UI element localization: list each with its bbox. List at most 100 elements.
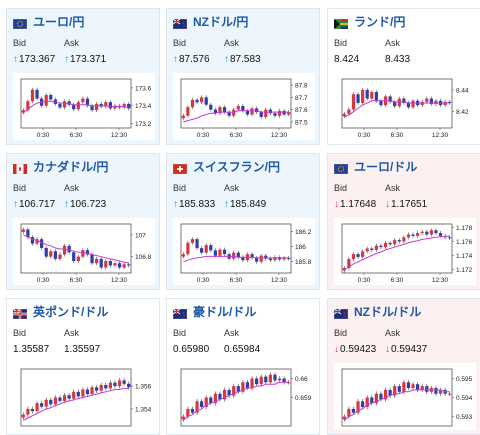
y-tick-label: 87.7 [295, 95, 308, 102]
candle-body [393, 101, 397, 107]
price-chart[interactable]: 107 106.8 0:30 6:30 12:30 [13, 218, 155, 285]
candle-body [127, 264, 131, 266]
candle-body [425, 98, 429, 102]
candle-body [448, 237, 452, 239]
candle-body [21, 229, 25, 232]
candle-body [361, 401, 365, 407]
currency-card: ユーロ/円 Bid Ask ↑173.367 ↑173.371 173.6 173… [6, 8, 160, 145]
moving-average-line [344, 235, 450, 270]
price-chart[interactable]: 87.8 87.7 87.6 87.5 0:30 6:30 12:30 [173, 73, 315, 140]
candle-body [388, 389, 392, 396]
currency-pair-link[interactable]: ユーロ/円 [33, 14, 85, 29]
candle-body [351, 254, 356, 259]
candle-body [213, 393, 217, 404]
y-tick-label: 0.593 [456, 414, 473, 421]
candle-body [434, 230, 438, 234]
candle-body [379, 245, 383, 248]
moving-average-line [344, 100, 450, 118]
currency-pair-link[interactable]: ユーロ/ドル [354, 159, 418, 174]
y-tick-label: 87.6 [295, 107, 308, 114]
plot-frame [341, 368, 453, 427]
candle-body [127, 103, 131, 109]
currency-pair-link[interactable]: 豪ドル/ドル [193, 304, 257, 319]
candle-body [49, 399, 53, 405]
candle-body [393, 386, 397, 396]
y-tick-label: 0.595 [456, 376, 473, 383]
bid-value: 8.424 [334, 54, 360, 65]
candle-body [122, 103, 126, 108]
candle-body [113, 382, 117, 387]
currency-pair-link[interactable]: NZドル/円 [193, 14, 249, 29]
currency-pair-link[interactable]: 英ポンド/ドル [33, 304, 109, 319]
candle-body [411, 234, 415, 236]
candle-body [30, 89, 35, 102]
candle-body [259, 376, 263, 385]
candle-body [259, 112, 263, 117]
candle-body [416, 384, 420, 390]
candle-body [30, 237, 35, 244]
trend-arrow-icon: ↑ [173, 199, 178, 210]
plot-frame [180, 223, 292, 274]
trend-arrow-icon: ↓ [334, 344, 339, 355]
currency-card: NZドル/円 Bid Ask ↑87.576 ↑87.583 87.8 87.7 8… [166, 8, 320, 145]
candle-body [282, 110, 286, 115]
bid-label: Bid [334, 38, 348, 48]
currency-card: ランド/円 Bid Ask 8.424 8.433 8.44 8.42 0:30 6:… [327, 8, 480, 145]
candle-body [195, 239, 199, 249]
y-tick-label: 186.2 [295, 229, 312, 236]
price-chart[interactable]: 173.6 173.4 173.2 0:30 6:30 12:30 [13, 73, 155, 140]
bid-label: Bid [173, 183, 187, 193]
nz-us-flag-icon [333, 306, 349, 320]
y-tick-label: 173.6 [135, 85, 152, 92]
candle-body [122, 264, 126, 268]
ask-label: Ask [385, 38, 401, 48]
candle-body [347, 259, 351, 269]
y-tick-label: 1.172 [456, 267, 473, 274]
x-tick-label: 0:30 [358, 277, 371, 284]
price-chart[interactable]: 1.178 1.176 1.174 1.172 0:30 6:30 12:30 [334, 218, 476, 285]
ask-value: ↓1.17651 [385, 199, 428, 210]
candle-body [277, 110, 282, 116]
candle-body [181, 254, 185, 257]
candle-body [213, 109, 217, 114]
price-chart[interactable]: 8.44 8.42 0:30 6:30 12:30 [334, 73, 476, 140]
price-chart[interactable]: 1.356 1.354 [13, 363, 155, 430]
candle-body [273, 113, 277, 116]
candle-body [287, 257, 291, 259]
bid-label: Bid [173, 328, 187, 338]
candle-body [35, 403, 39, 412]
candle-body [429, 98, 433, 105]
candle-body [127, 383, 131, 388]
moving-average-line [183, 110, 289, 123]
candle-body [95, 258, 99, 264]
price-chart[interactable]: 0.66 0.659 [173, 363, 315, 430]
candle-body [40, 403, 44, 407]
trend-arrow-icon: ↓ [385, 199, 390, 210]
trend-arrow-icon: ↑ [224, 54, 229, 65]
candle-body [397, 98, 401, 107]
price-chart[interactable]: 186.2 186 185.8 0:30 6:30 12:30 [173, 218, 315, 285]
candle-body [420, 386, 424, 390]
candle-body [273, 257, 277, 261]
candle-body [402, 382, 406, 392]
x-tick-label: 0:30 [197, 277, 210, 284]
candle-body [35, 239, 39, 244]
currency-pair-link[interactable]: ランド/円 [354, 14, 406, 29]
ask-label: Ask [385, 183, 401, 193]
candle-body [268, 374, 272, 383]
candle-body [99, 384, 103, 391]
nz-jp-flag-icon [172, 16, 188, 30]
candle-body [406, 102, 411, 108]
bid-label: Bid [173, 38, 187, 48]
candle-body [104, 261, 108, 268]
card-header: ランド/円 [333, 13, 406, 30]
candle-body [232, 386, 236, 396]
currency-pair-link[interactable]: スイスフラン/円 [193, 159, 280, 174]
candle-body [245, 110, 250, 115]
price-chart[interactable]: 0.595 0.594 0.593 [334, 363, 476, 430]
candle-body [218, 393, 222, 400]
currency-pair-link[interactable]: カナダドル/円 [33, 159, 109, 174]
currency-pair-link[interactable]: NZドル/ドル [354, 304, 422, 319]
ask-value: ↑106.723 [64, 199, 107, 210]
eu-us-flag-icon [333, 161, 349, 175]
